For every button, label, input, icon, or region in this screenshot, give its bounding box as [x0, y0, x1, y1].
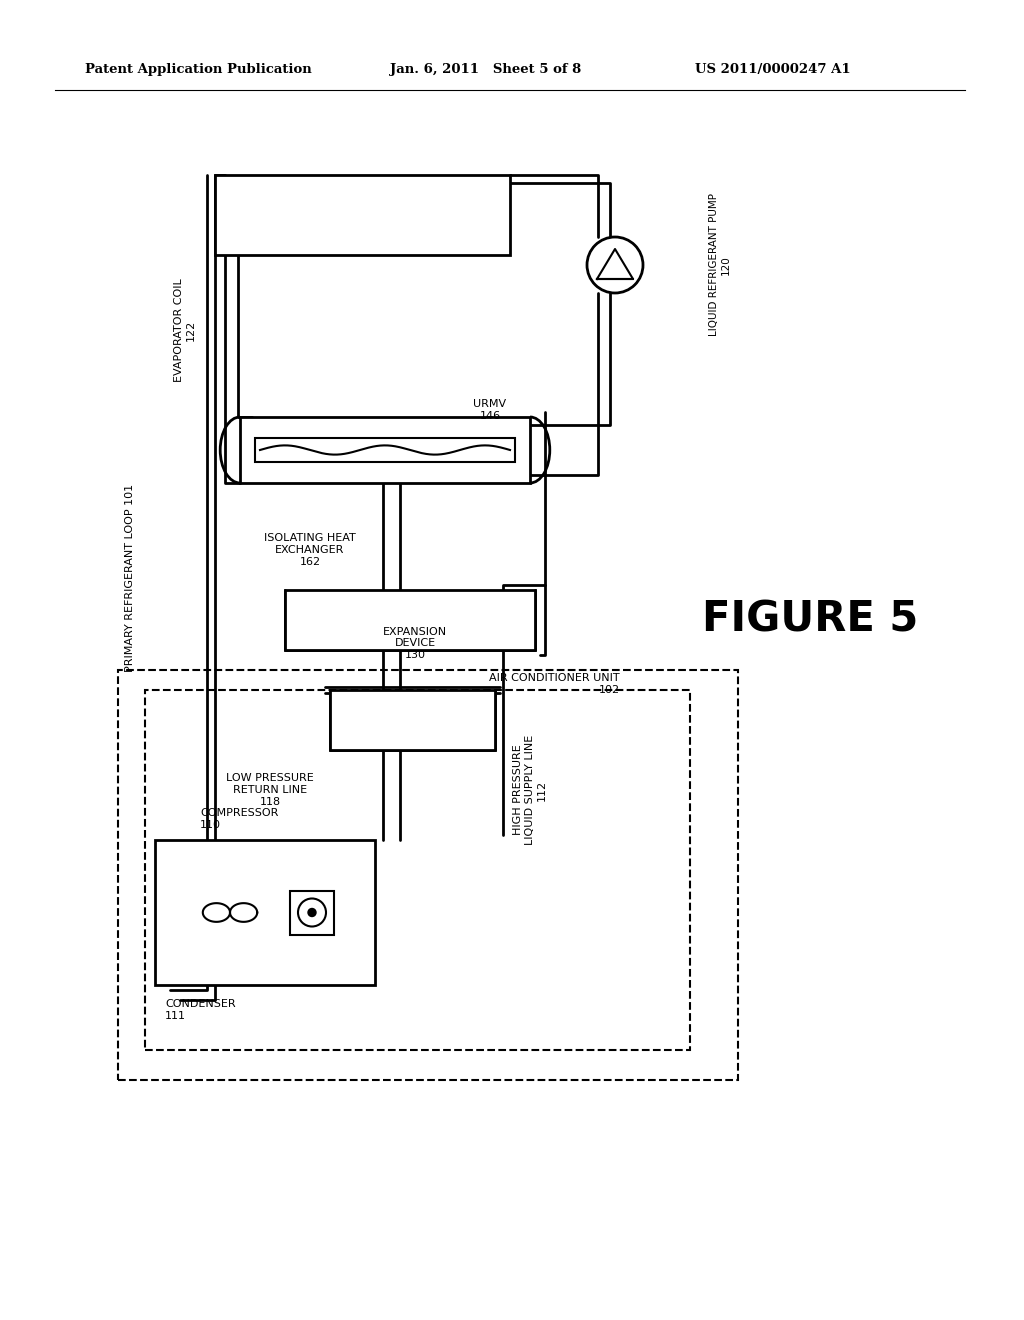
Circle shape — [298, 899, 326, 927]
Text: LOW PRESSURE
RETURN LINE
118: LOW PRESSURE RETURN LINE 118 — [226, 774, 314, 807]
Bar — [240, 417, 530, 483]
Text: AIR CONDITIONER UNIT
102: AIR CONDITIONER UNIT 102 — [489, 673, 620, 696]
Bar — [155, 840, 375, 985]
Text: COMPRESSOR
110: COMPRESSOR 110 — [200, 808, 279, 830]
Text: US 2011/0000247 A1: US 2011/0000247 A1 — [695, 63, 851, 77]
Text: Patent Application Publication: Patent Application Publication — [85, 63, 311, 77]
Text: HIGH PRESSURE
LIQUID SUPPLY LINE
112: HIGH PRESSURE LIQUID SUPPLY LINE 112 — [513, 735, 547, 845]
Circle shape — [308, 908, 316, 916]
Bar — [255, 438, 515, 462]
Bar — [285, 590, 535, 649]
Text: ISOLATING HEAT
EXCHANGER
162: ISOLATING HEAT EXCHANGER 162 — [264, 533, 356, 566]
Bar — [118, 671, 738, 1080]
Text: Jan. 6, 2011   Sheet 5 of 8: Jan. 6, 2011 Sheet 5 of 8 — [390, 63, 582, 77]
Bar — [290, 891, 334, 935]
Text: URMV
146: URMV 146 — [473, 399, 507, 421]
Bar — [145, 690, 690, 1049]
Text: EVAPORATOR COIL
122: EVAPORATOR COIL 122 — [174, 279, 196, 381]
Bar — [330, 690, 495, 750]
Circle shape — [587, 238, 643, 293]
Text: PRIMARY REFRIGERANT LOOP 101: PRIMARY REFRIGERANT LOOP 101 — [125, 484, 135, 672]
Text: EXPANSION
DEVICE
130: EXPANSION DEVICE 130 — [383, 627, 447, 660]
Text: CONDENSER
111: CONDENSER 111 — [165, 999, 236, 1020]
Text: LIQUID REFRIGERANT PUMP
120: LIQUID REFRIGERANT PUMP 120 — [710, 194, 731, 337]
Bar — [215, 176, 510, 255]
Text: FIGURE 5: FIGURE 5 — [701, 599, 919, 642]
